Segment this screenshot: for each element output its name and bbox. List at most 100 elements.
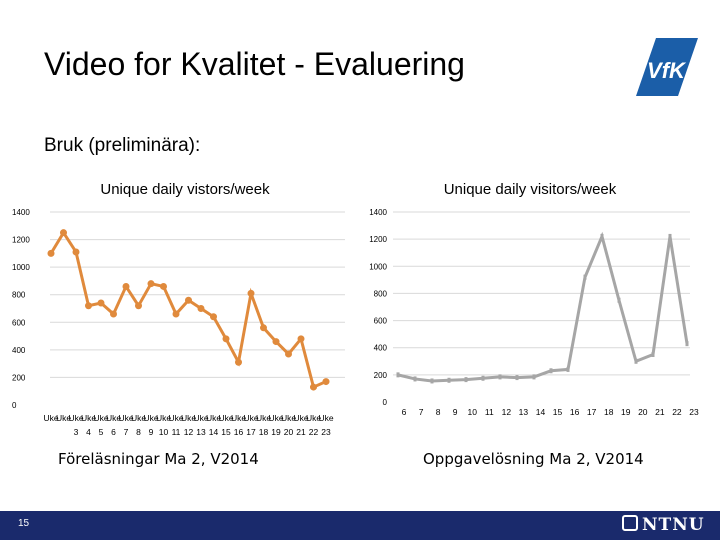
chart-left-data-point [247,289,255,297]
chart-left-xtick-label: 16 [234,427,244,437]
chart-right-data-point [532,374,536,380]
chart-right-ytick-label: 1000 [369,262,387,271]
vfk-logo-text: VfK [647,58,687,83]
chart-right-series-line [397,231,689,383]
chart-left-series-line [49,229,327,390]
ntnu-logo-text: NTNU [642,515,705,535]
chart-left-data-point [322,378,330,386]
chart-left-xtick-label: 17 [246,427,256,437]
vfk-logo: VfK [636,38,698,96]
chart-left-xtick-label: 14 [209,427,219,437]
chart-left-xtick-label: 7 [124,427,129,437]
chart-left-xtick-label: 15 [221,427,231,437]
chart-left-xtick-label: Uke [231,413,246,423]
chart-left-xtick-label: Uke [293,413,308,423]
chart-right-xtick-label: 10 [468,407,478,417]
chart-right-data-point [481,375,485,381]
chart-left-xtick-label: Uke [181,413,196,423]
chart-right-data-point [515,375,519,381]
chart-right-xtick-label: 22 [672,407,682,417]
chart-right-xtick-label: 9 [453,407,458,417]
chart-right-ytick-label: 1400 [369,208,387,217]
chart-left-ytick-label: 1200 [12,236,30,245]
footer-bar: 15 NTNU [0,511,720,540]
chart-left-data-point [160,282,167,290]
chart-left-data-point [310,383,317,391]
chart-right-xtick-label: 21 [655,407,665,417]
chart-left-xtick-label: 10 [159,427,169,437]
chart-right-caption: Oppgavelösning Ma 2, V2014 [423,450,644,468]
chart-left-ytick-label: 400 [12,346,26,355]
chart-left-ytick-label: 800 [12,291,26,300]
chart-left-xtick-label: 6 [111,427,116,437]
chart-right-data-point [498,374,502,380]
chart-right-xtick-label: 8 [436,407,441,417]
chart-left-xtick-label: 11 [172,427,181,437]
ntnu-icon [622,515,638,531]
chart-left-data-point [97,299,105,307]
chart-left-data-point [110,310,117,318]
chart-left-data-point [272,338,280,346]
chart-right-xtick-label: 11 [485,407,494,417]
chart-left-xtick-label: 8 [136,427,141,437]
chart-right-ytick-label: 1200 [369,235,387,244]
chart-right-xtick-label: 12 [502,407,512,417]
chart-right-data-point [617,297,621,303]
chart-left-xtick-label: 18 [259,427,269,437]
chart-right-ytick-label: 200 [374,371,388,380]
chart-left-xtick-label: 4 [86,427,91,437]
chart-left-xtick-label: 22 [309,427,319,437]
chart-left-ytick-label: 1400 [12,208,30,217]
chart-left-data-point [285,350,292,358]
chart-left-xtick-label: Uke [206,413,221,423]
chart-left-data-point [172,310,180,318]
chart-right-xtick-label: 16 [570,407,580,417]
chart-left-data-point [210,313,217,321]
chart-right-xtick-label: 7 [419,407,424,417]
chart-left-xtick-label: Uke [68,413,83,423]
chart-left-data-point [72,248,80,256]
chart-left-xtick-label: Uke [93,413,108,423]
chart-left-data-point [197,305,205,312]
chart-left-data-point [47,249,55,257]
chart-right-xtick-label: 20 [638,407,648,417]
chart-right-data-point [413,376,417,382]
chart-right-data-point [566,366,570,372]
ntnu-logo: NTNU [622,515,705,535]
chart-left-data-point [260,324,267,332]
chart-left-xtick-label: 19 [271,427,281,437]
chart-right-xtick-label: 6 [402,407,407,417]
chart-right-title: Unique daily visitors/week [444,181,617,198]
chart-left-data-point [222,335,230,343]
page-number: 15 [18,518,30,529]
chart-right-data-point [396,372,400,378]
chart-left-data-point [135,302,142,310]
chart-left-xtick-label: 23 [321,427,331,437]
chart-right-xtick-label: 19 [621,407,631,417]
chart-right-xtick-label: 14 [536,407,546,417]
chart-left-xtick-label: Uke [306,413,321,423]
chart-left-title: Unique daily vistors/week [100,181,270,198]
chart-right-ytick-label: 600 [374,317,388,326]
chart-right-data-point [583,274,587,280]
chart-right-data-point [447,377,451,383]
chart-left-xtick-label: Uke [143,413,158,423]
chart-left-caption: Föreläsningar Ma 2, V2014 [58,450,259,468]
chart-right-ytick-label: 400 [374,344,388,353]
chart-left-data-point [297,335,305,343]
chart-left-data-point [60,229,67,237]
chart-left-data-point [122,282,130,290]
chart-left-xtick-label: Uke [43,413,58,423]
chart-right-xtick-label: 18 [604,407,614,417]
chart-left-xtick-label: 9 [149,427,154,437]
chart-right-xtick-label: 15 [553,407,563,417]
chart-right-xtick-label: 23 [689,407,699,417]
chart-left-ytick-label: 1000 [12,263,30,272]
chart-left-xtick-label: 3 [74,427,79,437]
chart-left-ytick-label: 200 [12,373,26,382]
chart-left-xtick-label: Uke [281,413,296,423]
chart-right-xtick-label: 17 [587,407,597,417]
chart-left-xtick-label: Uke [81,413,96,423]
chart-left-xtick-label: Uke [318,413,333,423]
chart-left-xtick-label: 21 [296,427,306,437]
